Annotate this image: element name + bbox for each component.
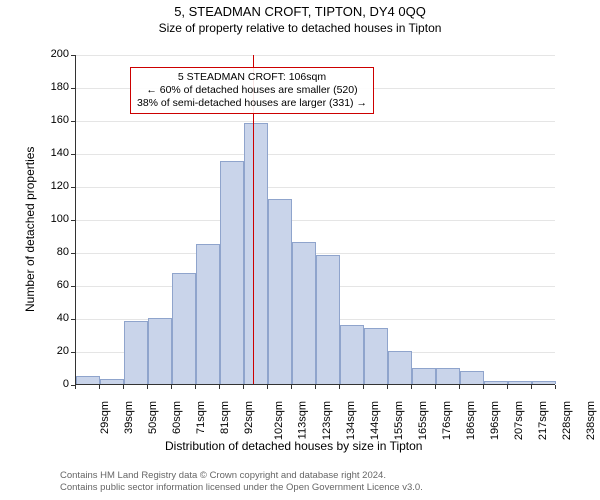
x-tick [363, 385, 364, 389]
x-tick-label: 165sqm [417, 401, 429, 440]
x-tick [531, 385, 532, 389]
x-tick [435, 385, 436, 389]
x-tick-label: 196sqm [489, 401, 501, 440]
grid-line [76, 55, 555, 56]
grid-line [76, 187, 555, 188]
y-tick [71, 154, 75, 155]
x-tick [123, 385, 124, 389]
y-tick-label: 140 [43, 147, 69, 159]
y-tick [71, 319, 75, 320]
annotation-line1: 5 STEADMAN CROFT: 106sqm [137, 71, 367, 84]
x-tick-label: 50sqm [147, 401, 159, 434]
x-tick-label: 238sqm [585, 401, 597, 440]
y-tick-label: 20 [43, 345, 69, 357]
y-tick-label: 180 [43, 81, 69, 93]
histogram-bar [460, 371, 484, 384]
x-tick [291, 385, 292, 389]
histogram-bar [532, 381, 556, 384]
y-tick-label: 200 [43, 48, 69, 60]
annotation-line3: 38% of semi-detached houses are larger (… [137, 97, 367, 110]
histogram-bar [436, 368, 460, 385]
y-tick-label: 100 [43, 213, 69, 225]
histogram-bar [220, 161, 244, 384]
page-title: 5, STEADMAN CROFT, TIPTON, DY4 0QQ [0, 0, 600, 19]
y-axis-label: Number of detached properties [23, 132, 37, 312]
histogram-bar [124, 321, 148, 384]
x-tick-label: 144sqm [369, 401, 381, 440]
histogram-bar [292, 242, 316, 384]
histogram-bar [268, 199, 292, 384]
x-tick [75, 385, 76, 389]
x-tick-label: 186sqm [465, 401, 477, 440]
footer-line2: Contains public sector information licen… [60, 482, 423, 494]
x-tick [195, 385, 196, 389]
y-tick-label: 120 [43, 180, 69, 192]
x-tick-label: 176sqm [441, 401, 453, 440]
x-tick-label: 217sqm [537, 401, 549, 440]
y-tick-label: 60 [43, 279, 69, 291]
histogram-bar [508, 381, 532, 384]
annotation-box: 5 STEADMAN CROFT: 106sqm ← 60% of detach… [130, 67, 374, 114]
y-tick [71, 220, 75, 221]
y-tick-label: 160 [43, 114, 69, 126]
x-tick-label: 92sqm [243, 401, 255, 434]
grid-line [76, 154, 555, 155]
x-tick-label: 29sqm [99, 401, 111, 434]
page-subtitle: Size of property relative to detached ho… [0, 19, 600, 35]
x-tick [387, 385, 388, 389]
y-tick [71, 88, 75, 89]
y-tick [71, 187, 75, 188]
x-tick-label: 113sqm [296, 401, 308, 439]
y-tick [71, 286, 75, 287]
y-tick [71, 352, 75, 353]
x-tick [147, 385, 148, 389]
y-tick-label: 80 [43, 246, 69, 258]
y-tick [71, 121, 75, 122]
grid-line [76, 121, 555, 122]
y-tick-label: 40 [43, 312, 69, 324]
x-tick-label: 134sqm [345, 401, 357, 440]
x-tick-label: 102sqm [273, 401, 285, 440]
annotation-line2: ← 60% of detached houses are smaller (52… [137, 84, 367, 97]
x-tick-label: 207sqm [513, 401, 525, 440]
histogram-bar [340, 325, 364, 384]
histogram-bar [76, 376, 100, 384]
x-tick [267, 385, 268, 389]
x-tick [459, 385, 460, 389]
grid-line [76, 220, 555, 221]
x-tick [243, 385, 244, 389]
x-tick-label: 123sqm [321, 401, 333, 440]
histogram-bar [364, 328, 388, 384]
x-tick [555, 385, 556, 389]
histogram-bar [148, 318, 172, 384]
x-tick-label: 71sqm [195, 401, 207, 434]
histogram-bar [316, 255, 340, 384]
footer-text: Contains HM Land Registry data © Crown c… [60, 470, 423, 494]
x-tick [483, 385, 484, 389]
x-tick-label: 81sqm [219, 401, 231, 434]
histogram-bar [244, 123, 268, 384]
histogram-bar [484, 381, 508, 384]
x-tick [339, 385, 340, 389]
x-tick [315, 385, 316, 389]
x-tick-label: 155sqm [393, 401, 405, 440]
histogram-bar [172, 273, 196, 384]
x-tick-label: 39sqm [123, 401, 135, 434]
histogram-bar [196, 244, 220, 384]
x-tick [99, 385, 100, 389]
x-tick-label: 228sqm [561, 401, 573, 440]
x-tick [171, 385, 172, 389]
x-tick [219, 385, 220, 389]
x-axis-label: Distribution of detached houses by size … [165, 439, 422, 453]
x-tick-label: 60sqm [171, 401, 183, 434]
histogram-bar [388, 351, 412, 384]
histogram-bar [412, 368, 436, 385]
y-tick-label: 0 [43, 378, 69, 390]
y-tick [71, 55, 75, 56]
y-tick [71, 253, 75, 254]
histogram-bar [100, 379, 124, 384]
x-tick [507, 385, 508, 389]
footer-line1: Contains HM Land Registry data © Crown c… [60, 470, 423, 482]
x-tick [411, 385, 412, 389]
